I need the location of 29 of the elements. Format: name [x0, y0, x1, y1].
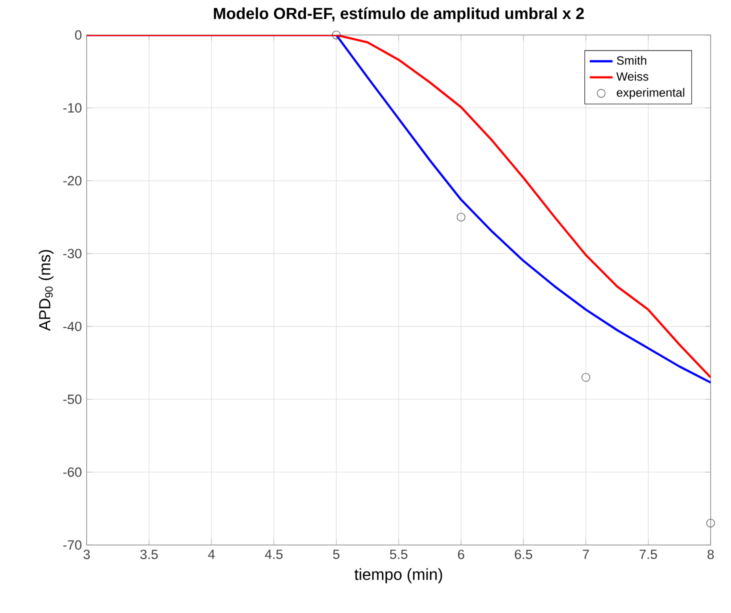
point: [332, 30, 341, 40]
y-tick-label: -60: [63, 467, 82, 477]
x-tick-label: 4: [208, 550, 215, 559]
legend-label: Smith: [616, 56, 646, 65]
y-tick-label: -10: [63, 103, 82, 113]
x-tick-label: 7.5: [640, 550, 657, 559]
y-tick-label: -40: [63, 322, 82, 332]
x-tick-label: 4.5: [264, 550, 283, 559]
point: [456, 212, 466, 222]
y-tick-label: -50: [63, 394, 82, 404]
x-tick-label: 5.5: [390, 550, 408, 559]
y-tick-label: -30: [63, 248, 82, 258]
x-tick-label: 3.5: [140, 550, 158, 560]
x-tick-label: 6.5: [514, 550, 532, 560]
point: [706, 518, 715, 528]
x-tick-label: 5: [333, 550, 340, 559]
legend-label: Weiss: [616, 72, 648, 81]
y-tick-label: 0: [75, 30, 82, 40]
x-tick-label: 7: [582, 550, 589, 559]
y-axis-title: APD$_{90}$ (ms): [38, 250, 54, 331]
legend-label: experimental: [616, 88, 684, 100]
y-tick-label: -70: [63, 540, 82, 550]
chart-title: Modelo ORd-EF, estímulo de amplitud umbral x 2: [214, 7, 584, 22]
x-axis-title: tiempo (min): [354, 568, 442, 584]
y-tick-label: -20: [63, 176, 82, 186]
x-tick-label: 6: [458, 550, 464, 560]
point: [582, 373, 590, 382]
x-tick-label: 8: [708, 550, 714, 560]
x-tick-label: 3: [83, 550, 90, 560]
